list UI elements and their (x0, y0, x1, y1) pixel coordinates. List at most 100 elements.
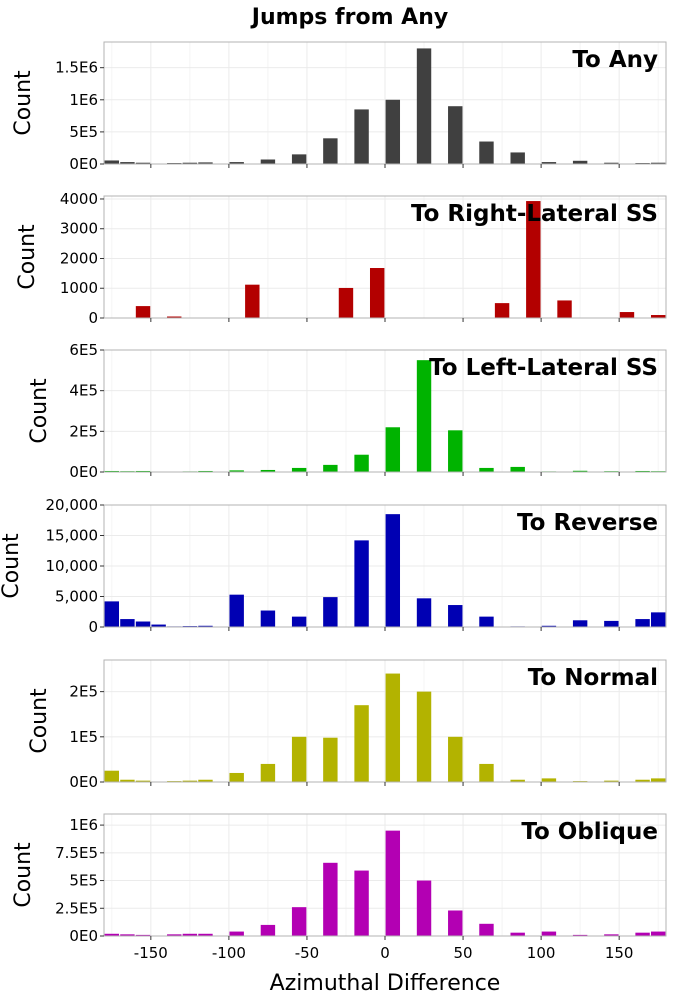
y-tick-label: 0 (88, 618, 98, 636)
bar (120, 779, 135, 782)
bar (135, 934, 151, 936)
bar (572, 470, 588, 472)
bar (323, 597, 338, 627)
bar (448, 910, 463, 936)
bar (572, 620, 588, 627)
bar (104, 933, 120, 936)
bar (650, 162, 666, 164)
bar (635, 470, 650, 472)
bar (510, 152, 525, 164)
bar (479, 467, 494, 472)
bar (198, 779, 213, 782)
bar (494, 303, 510, 318)
y-axis-label: Count (27, 688, 52, 754)
x-axis-label: Azimuthal Difference (270, 971, 501, 996)
bar (167, 316, 182, 318)
bar (229, 162, 244, 164)
bar (416, 880, 432, 936)
bar (229, 594, 244, 627)
y-tick-label: 1000 (60, 279, 98, 297)
y-tick-label: 0 (88, 309, 98, 327)
bar (229, 772, 244, 782)
x-tick-label: -150 (134, 944, 168, 962)
bar (260, 763, 276, 782)
bar (323, 138, 338, 164)
bar (260, 610, 276, 627)
bar (541, 162, 557, 164)
y-tick-label: 15,000 (46, 527, 99, 545)
bar (510, 932, 525, 936)
y-tick-label: 0E0 (69, 927, 98, 945)
bar (167, 934, 182, 936)
panel-title: To Any (572, 47, 658, 73)
bar (510, 779, 525, 782)
bar (526, 201, 541, 318)
bar (635, 932, 650, 936)
x-tick-label: 150 (605, 944, 634, 962)
y-tick-label: 4000 (60, 190, 98, 208)
y-tick-label: 5E5 (69, 123, 98, 141)
y-tick-label: 5,000 (55, 588, 98, 606)
bar (650, 315, 666, 318)
y-tick-label: 1E6 (69, 91, 98, 109)
bar (604, 162, 619, 164)
bar (182, 162, 198, 164)
bar (385, 427, 401, 472)
panel-3: 0E0 2E5 4E5 6E5 Count To Left-Lateral SS (27, 341, 667, 481)
panel-4: 0 5,000 10,000 15,000 20,000 Count To Reverse (0, 496, 667, 636)
bar (479, 763, 494, 782)
bar (120, 934, 135, 936)
bar (385, 830, 401, 936)
bar (104, 770, 120, 782)
x-tick-label: -100 (212, 944, 246, 962)
bar (291, 154, 307, 164)
bar (479, 923, 494, 936)
bar (198, 933, 213, 936)
panel-title: To Left-Lateral SS (429, 355, 658, 381)
bar (510, 466, 525, 472)
bar (135, 162, 151, 164)
bar (198, 162, 213, 164)
bar (104, 160, 120, 164)
bar (541, 625, 557, 627)
y-tick-label: 2.5E5 (55, 899, 98, 917)
bar (619, 312, 635, 318)
bar (572, 934, 588, 936)
y-tick-label: 1.5E6 (55, 59, 98, 77)
y-tick-label: 0E0 (69, 773, 98, 791)
bar (198, 470, 213, 472)
panel-title: To Oblique (521, 819, 658, 845)
bar (120, 162, 135, 164)
bar (354, 109, 369, 164)
bar (416, 691, 432, 782)
bar (416, 598, 432, 627)
bar (479, 141, 494, 164)
bar (354, 705, 369, 782)
bar (354, 540, 369, 627)
bar (104, 470, 120, 472)
y-tick-label: 1E6 (69, 816, 98, 834)
bar (541, 778, 557, 782)
bar (245, 284, 260, 318)
y-axis-label: Count (0, 533, 24, 599)
bar (291, 736, 307, 782)
bar (635, 619, 650, 627)
bar (385, 514, 401, 627)
y-axis-label: Count (27, 378, 52, 444)
bar (416, 360, 432, 472)
bar (229, 470, 244, 472)
bar (151, 624, 166, 627)
y-tick-label: 10,000 (46, 557, 99, 575)
bar (604, 620, 619, 627)
bar (338, 287, 354, 318)
y-tick-label: 7.5E5 (55, 844, 98, 862)
bar (135, 780, 151, 782)
figure-title: Jumps from Any (250, 5, 448, 30)
panel-title: To Normal (528, 665, 658, 691)
bar (448, 605, 463, 627)
bar (135, 306, 151, 318)
bar (369, 268, 385, 318)
bar (650, 778, 666, 782)
panel-title: To Reverse (517, 510, 658, 536)
bar (291, 907, 307, 936)
